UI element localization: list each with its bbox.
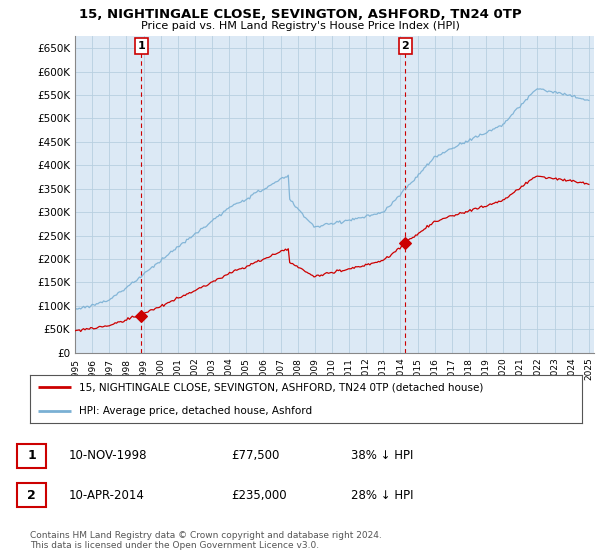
Text: 15, NIGHTINGALE CLOSE, SEVINGTON, ASHFORD, TN24 0TP: 15, NIGHTINGALE CLOSE, SEVINGTON, ASHFOR… — [79, 8, 521, 21]
Text: 28% ↓ HPI: 28% ↓ HPI — [351, 488, 413, 502]
Text: Contains HM Land Registry data © Crown copyright and database right 2024.
This d: Contains HM Land Registry data © Crown c… — [30, 531, 382, 550]
Text: 38% ↓ HPI: 38% ↓ HPI — [351, 449, 413, 463]
Text: 10-NOV-1998: 10-NOV-1998 — [69, 449, 148, 463]
Text: 2: 2 — [28, 488, 36, 502]
Point — [400, 238, 410, 247]
Text: 10-APR-2014: 10-APR-2014 — [69, 488, 145, 502]
Text: HPI: Average price, detached house, Ashford: HPI: Average price, detached house, Ashf… — [79, 406, 312, 416]
Text: 15, NIGHTINGALE CLOSE, SEVINGTON, ASHFORD, TN24 0TP (detached house): 15, NIGHTINGALE CLOSE, SEVINGTON, ASHFOR… — [79, 382, 483, 392]
Text: 1: 1 — [137, 41, 145, 51]
Text: 2: 2 — [401, 41, 409, 51]
Text: Price paid vs. HM Land Registry's House Price Index (HPI): Price paid vs. HM Land Registry's House … — [140, 21, 460, 31]
Point — [136, 312, 146, 321]
Text: £235,000: £235,000 — [231, 488, 287, 502]
Text: 1: 1 — [28, 449, 36, 463]
Text: £77,500: £77,500 — [231, 449, 280, 463]
